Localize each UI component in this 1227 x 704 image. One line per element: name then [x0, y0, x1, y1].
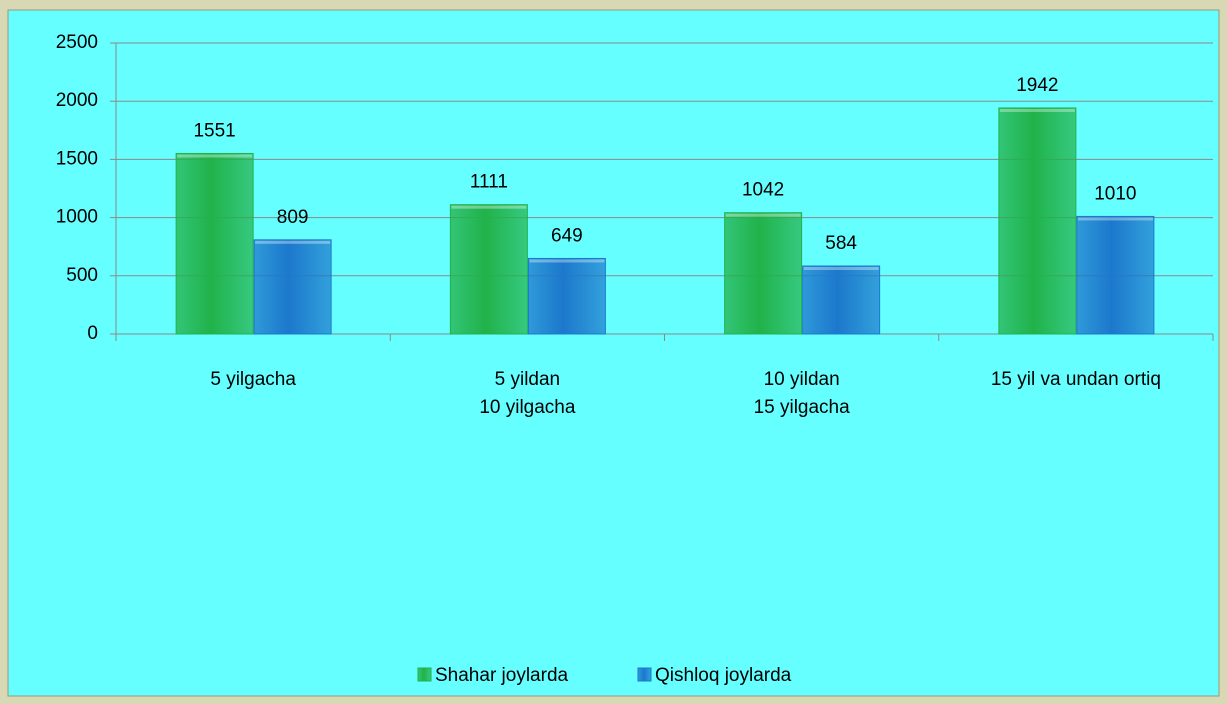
bar	[998, 107, 1077, 335]
y-tick-label: 2000	[56, 90, 98, 111]
data-label: 1010	[1094, 183, 1136, 204]
x-tick-label: 10 yildan 15 yilgacha	[754, 369, 851, 418]
data-label: 809	[277, 207, 309, 228]
bar-highlight	[803, 267, 879, 271]
bar	[175, 152, 254, 335]
x-tick-label: 5 yilgacha	[210, 369, 296, 390]
bar	[724, 212, 803, 335]
bar-highlight	[725, 213, 801, 217]
data-label: 1551	[193, 120, 235, 141]
y-tick-label: 500	[66, 265, 98, 286]
bar-highlight	[999, 108, 1075, 112]
bar-highlight	[1077, 217, 1153, 221]
bar	[449, 204, 528, 335]
data-label: 1042	[742, 180, 784, 201]
x-tick-label: 15 yil va undan ortiq	[991, 369, 1161, 390]
data-label: 649	[551, 225, 583, 246]
legend-swatch	[417, 667, 432, 682]
legend-label: Qishloq joylarda	[655, 665, 792, 686]
bar	[1076, 215, 1155, 335]
y-tick-label: 1500	[56, 148, 98, 169]
bar	[253, 239, 332, 335]
data-label: 1111	[470, 172, 508, 193]
legend-swatch	[637, 667, 652, 682]
bar	[527, 257, 606, 335]
bar-highlight	[451, 205, 527, 209]
bar-highlight	[529, 259, 605, 263]
bar-highlight	[177, 154, 253, 158]
x-tick-label: 5 yildan 10 yilgacha	[479, 369, 576, 418]
data-label: 584	[825, 233, 857, 254]
legend-label: Shahar joylarda	[435, 665, 569, 686]
bar-highlight	[255, 240, 331, 244]
y-tick-label: 0	[87, 323, 98, 344]
y-tick-label: 1000	[56, 207, 98, 228]
data-label: 1942	[1016, 75, 1058, 96]
bar	[802, 265, 881, 335]
y-tick-label: 2500	[56, 32, 98, 53]
